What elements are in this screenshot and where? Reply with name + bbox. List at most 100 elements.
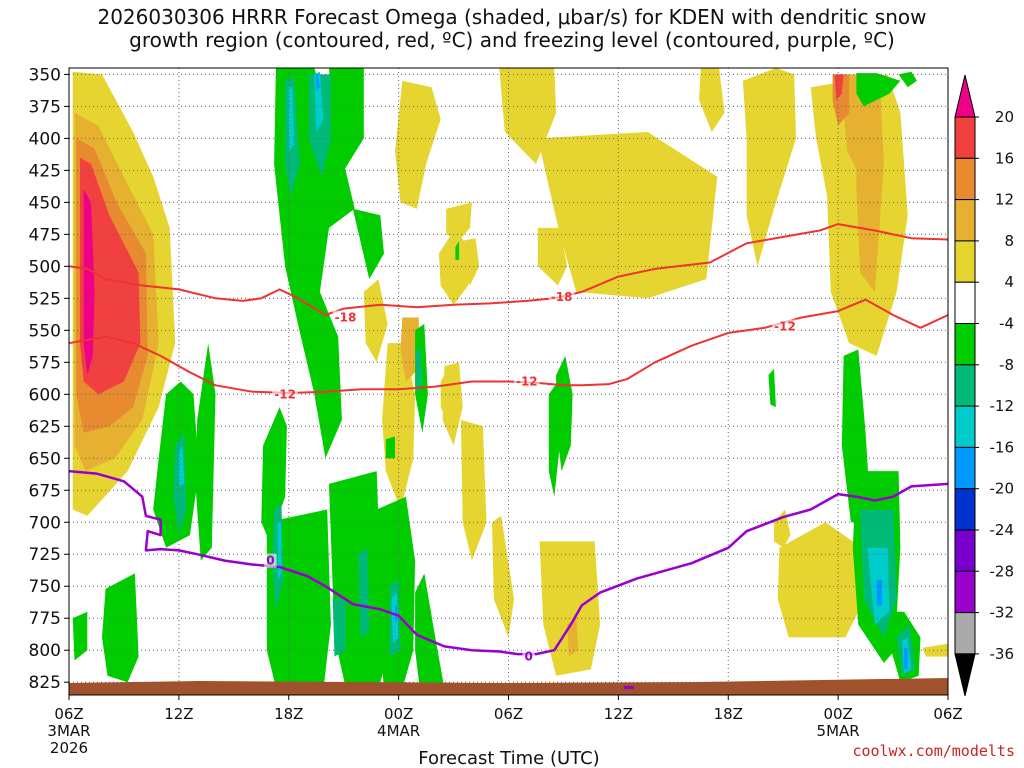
x-axis-title: Forecast Time (UTC) — [418, 748, 599, 768]
colorbar-label: -4 — [999, 315, 1014, 333]
x-tick-label: 12Z — [604, 705, 633, 723]
x-date-label: 5MAR — [817, 722, 860, 740]
omega-region-pos20 — [83, 189, 95, 376]
colorbar-band — [954, 281, 976, 325]
colorbar-label: -16 — [990, 438, 1015, 456]
colorbar-label: 16 — [995, 149, 1014, 167]
freezing-label-bg — [522, 649, 535, 664]
freezing-label: 0 — [266, 554, 274, 568]
omega-region-neg4 — [72, 611, 88, 661]
omega-region-neg12 — [288, 87, 295, 152]
omega-region-pos8 — [400, 317, 419, 382]
omega-region-pos16 — [834, 74, 844, 100]
colorbar-label: -12 — [990, 397, 1015, 415]
dgz-label-bg — [548, 290, 575, 305]
colorbar-label: -36 — [990, 645, 1015, 663]
omega-region-neg4 — [898, 71, 917, 88]
x-year-label: 2026 — [50, 739, 88, 757]
omega-shading — [72, 68, 948, 695]
colorbar-band — [954, 364, 976, 407]
colorbar-label: 20 — [995, 108, 1014, 126]
y-tick-label: 400 — [29, 129, 61, 149]
x-tick-label: 12Z — [164, 705, 193, 723]
omega-region-neg4 — [102, 573, 139, 683]
freezing-surface-mark — [623, 686, 634, 689]
omega-region-neg8 — [308, 74, 331, 177]
omega-region-pos4 — [382, 343, 416, 510]
dgz-label-bg — [272, 387, 298, 402]
colorbar-band — [954, 405, 976, 448]
y-tick-label: 425 — [29, 161, 61, 181]
y-tick-label: 600 — [29, 385, 61, 405]
y-axis: 350 375 400 425 450 475 500 525 550 575 600 625 650 6… — [29, 65, 69, 693]
omega-region-neg4 — [338, 80, 355, 145]
x-tick-label: 06Z — [54, 705, 83, 723]
y-tick-label: 775 — [29, 609, 61, 629]
x-tick-label: 00Z — [384, 705, 413, 723]
dgz-label: -12 — [774, 319, 796, 333]
omega-region-pos4 — [440, 368, 449, 420]
omega-region-neg12 — [178, 445, 185, 487]
omega-region-pos4 — [537, 227, 568, 286]
colorbar-band — [954, 323, 976, 366]
omega-region-neg12 — [391, 592, 399, 644]
x-tick-label: 18Z — [274, 705, 303, 723]
grid-lines — [68, 68, 949, 695]
omega-region-pos4 — [742, 68, 796, 267]
omega-region-neg4 — [385, 436, 395, 459]
y-tick-label: 625 — [29, 417, 61, 437]
omega-region-pos4 — [537, 132, 718, 299]
x-tick-label: 06Z — [494, 705, 523, 723]
colorbar-band — [954, 157, 976, 201]
y-tick-label: 450 — [29, 193, 61, 213]
credit-text: coolwx.com/modelts — [852, 742, 1015, 760]
contour-lines: -18 -12 -18 -12 -12 0 0 — [69, 223, 948, 664]
dgz-label: -18 — [335, 311, 357, 325]
omega-region-pos4 — [699, 68, 725, 132]
dgz-label: -12 — [516, 375, 538, 389]
omega-region-pos4 — [492, 515, 514, 638]
x-date-label: 4MAR — [377, 722, 420, 740]
y-tick-label: 550 — [29, 321, 61, 341]
title-line-2: growth region (contoured, red, ºC) and f… — [129, 28, 895, 52]
omega-region-pos16 — [80, 157, 141, 395]
y-tick-label: 675 — [29, 481, 61, 501]
colorbar-band — [954, 488, 976, 531]
omega-region-neg4 — [266, 509, 331, 695]
y-tick-label: 700 — [29, 513, 61, 533]
y-tick-label: 650 — [29, 449, 61, 469]
colorbar-band — [954, 199, 976, 242]
colorbar-label: -32 — [990, 604, 1015, 622]
ground-strip — [69, 678, 948, 695]
dgz-label: -18 — [551, 290, 573, 304]
omega-region-neg4 — [768, 368, 776, 408]
colorbar-label: 12 — [995, 191, 1014, 209]
y-tick-label: 525 — [29, 289, 61, 309]
omega-region-neg4 — [415, 573, 445, 695]
colorbar-bottom-arrow — [954, 653, 976, 697]
y-tick-label: 475 — [29, 225, 61, 245]
omega-region-neg12 — [277, 522, 282, 580]
y-tick-label: 350 — [29, 65, 61, 85]
colorbar-band — [954, 612, 976, 655]
y-tick-label: 375 — [29, 97, 61, 117]
omega-region-neg16 — [876, 579, 883, 606]
y-tick-label: 575 — [29, 353, 61, 373]
omega-region-pos4 — [446, 202, 472, 241]
colorbar-band — [954, 570, 976, 614]
ground — [69, 678, 948, 695]
freezing-label-bg — [264, 553, 277, 568]
dgz-label: -12 — [274, 387, 296, 401]
colorbar-label: -28 — [990, 562, 1015, 580]
x-date-label: 3MAR — [47, 722, 90, 740]
dgz-contour--18 — [69, 223, 948, 316]
y-tick-label: 825 — [29, 673, 61, 693]
colorbar-label: 8 — [1004, 232, 1014, 250]
y-tick-label: 725 — [29, 545, 61, 565]
omega-region-pos4 — [395, 80, 441, 209]
omega-region-neg4 — [548, 381, 560, 497]
colorbar-label: -24 — [990, 521, 1015, 539]
freezing-label: 0 — [524, 650, 532, 664]
y-tick-label: 800 — [29, 641, 61, 661]
